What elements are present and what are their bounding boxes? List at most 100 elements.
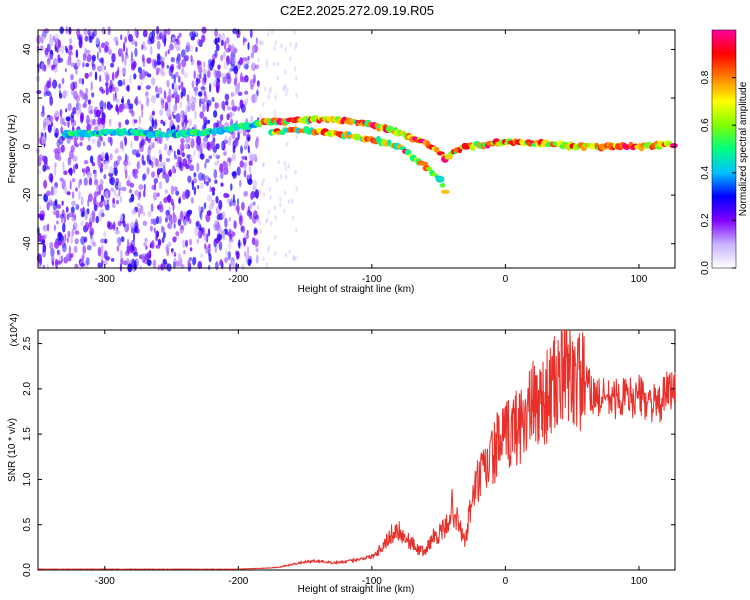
spectrogram-cell [116,245,120,252]
spectrogram-cell [228,228,231,239]
spectrogram-cell [225,48,231,53]
spectrogram-cell [222,230,226,241]
spectrogram-cell [154,60,158,67]
spectrogram-cell [143,242,148,247]
spectrogram-cell [82,245,86,255]
spectrogram-cell [86,144,92,151]
spectrogram-cell [208,204,214,211]
spectrogram-cell [175,190,180,196]
spectrogram-cell [75,187,78,192]
spectrogram-cell [96,51,99,60]
spectrogram-cell [206,246,212,253]
spectrogram-cell [247,259,252,264]
spectrogram-cell [199,97,202,108]
spectrogram-cell [118,181,122,190]
spectrogram-cell [243,169,247,178]
spectrogram-cell [221,32,225,41]
spectrogram-cell [172,236,177,243]
spectrogram-cell [109,177,113,185]
spectrogram-cell [173,257,177,263]
spectrogram-cell [228,241,232,250]
spectrogram-cell [167,194,172,204]
spectrogram-cell [84,92,89,103]
spectrogram-cell [88,193,93,202]
spectrogram-cell [133,232,135,242]
spectrogram-cell [41,135,47,145]
spectrogram-cell [124,119,130,125]
spectrogram-cell [212,191,215,196]
colorbar-tick-label: 0.6 [700,118,711,132]
spectrogram-cell [91,138,96,144]
spectrogram-cell [183,250,186,255]
spectrogram-cell [206,141,212,152]
spectrogram-cell [44,47,49,56]
spectrogram-cell [79,141,83,147]
spectrogram-cell [249,203,253,210]
spectrogram-cell [46,61,51,68]
spectrogram-cell [97,262,102,268]
spectrogram-cell [99,200,103,208]
spectrogram-cell [80,263,85,267]
spectrogram-cell [193,149,196,157]
spectrogram-cell [134,98,137,105]
spectrogram-cell [40,111,45,117]
spectrogram-cell [124,136,127,146]
spectrogram-cell [177,60,181,70]
spectrogram-cell [105,74,110,82]
spectrogram-cell [230,45,236,56]
spectrogram-cell [189,154,193,161]
x-tick-label: 100 [631,274,648,285]
spectrogram-cell [230,260,236,270]
spectrogram-cell [152,192,158,201]
spectrogram-cell [295,92,298,98]
spectrogram-cell [88,71,93,77]
spectrogram-cell [109,153,113,161]
colorbar: 0.0 0.2 0.4 0.6 0.8 Normalized spectral ampl… [700,29,749,275]
spectrogram-cell [164,35,167,44]
spectrogram-cell [121,104,125,112]
spectrogram-cell [84,211,88,221]
spectrogram-cell [92,63,96,71]
spectrogram-cell [184,55,189,60]
x-tick-label: -200 [228,274,248,285]
colorbar-tick-label: 0.0 [700,261,711,275]
spectrogram-cell [36,34,41,45]
spectrogram-cell [254,139,259,149]
spectrogram-cell [250,115,254,123]
spectrogram-cell [247,145,250,154]
spectrogram-cell [170,219,174,225]
spectrogram-cell [191,80,195,89]
spectrogram-cell [203,90,207,97]
spectrogram-cell [225,100,228,106]
spectrogram-cell [103,141,106,147]
spectrogram-cell [56,204,62,210]
spectrogram-cell [102,259,108,266]
spectrogram-cell [255,218,260,222]
spectrogram-cell [214,69,218,79]
spectrogram-cell [85,62,90,68]
spectrogram-cell [167,49,170,55]
spectrogram-cell [139,191,142,198]
spectrogram-cell [220,258,223,265]
spectrogram-cell [84,72,89,79]
spectrogram-cell [39,258,43,266]
spectrogram-cell [121,144,125,152]
spectrogram-cell [58,136,62,144]
spectrogram-cell [218,199,223,210]
x-tick-label: -100 [362,576,382,587]
spectrogram-cell [65,108,68,113]
spectrogram-cell [115,103,119,111]
spectrogram-cell [175,71,179,78]
spectrogram-cell [127,104,131,110]
spectrogram-cell [173,74,176,84]
spectrogram-cell [252,201,256,206]
spectrogram-cell [155,230,160,238]
spectrogram-cell [50,247,55,258]
spectrogram-cell [121,52,125,63]
spectrogram-cell [107,158,110,164]
spectrogram-cell [267,245,270,251]
spectrogram-cell [220,182,224,187]
spectrogram-cell [156,53,161,62]
spectrogram-cell [177,53,181,63]
spectrogram-cell [189,247,193,252]
